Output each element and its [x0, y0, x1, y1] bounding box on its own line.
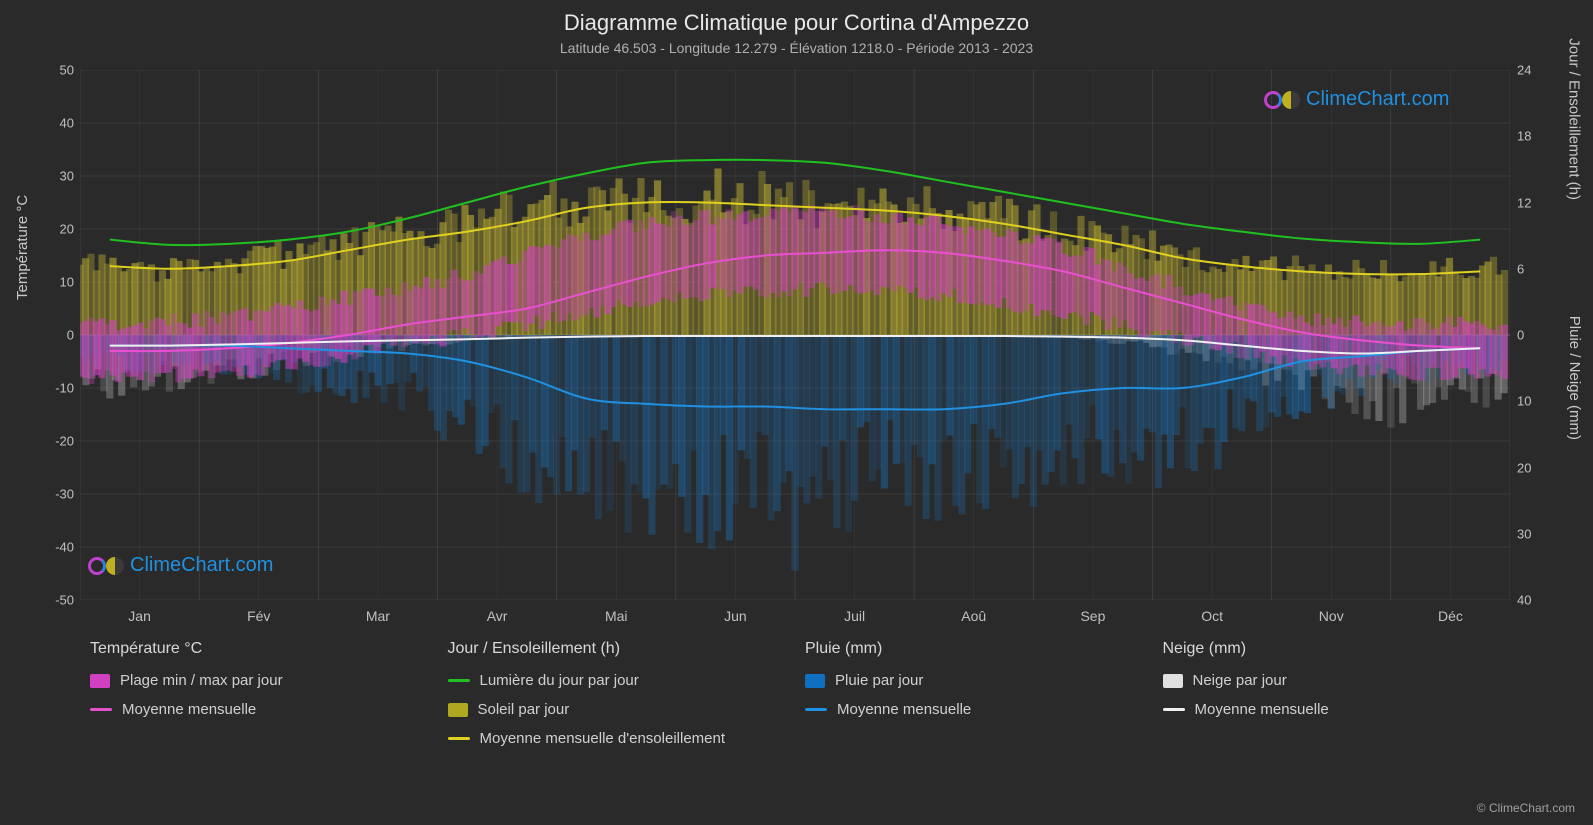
x-tick: Oct [1201, 608, 1223, 624]
y-tick-left: -40 [38, 540, 74, 555]
legend-label: Moyenne mensuelle d'ensoleillement [480, 730, 726, 747]
logo-sun-icon [1282, 91, 1300, 109]
legend-swatch [448, 703, 468, 717]
legend-swatch [1163, 708, 1185, 711]
y-tick-right: 0 [1517, 328, 1553, 343]
y-tick-right: 20 [1517, 460, 1553, 475]
logo-c-icon [1264, 91, 1282, 109]
legend-item: Moyenne mensuelle [1163, 701, 1511, 718]
chart-subtitle: Latitude 46.503 - Longitude 12.279 - Élé… [0, 36, 1593, 56]
legend-label: Moyenne mensuelle [1195, 701, 1329, 718]
plot-area [80, 70, 1510, 600]
x-tick: Nov [1319, 608, 1344, 624]
legend-item: Plage min / max par jour [90, 672, 438, 689]
y-ticks-left: 50403020100-10-20-30-40-50 [38, 70, 74, 600]
y-tick-left: 20 [38, 222, 74, 237]
legend-swatch [805, 708, 827, 711]
x-tick: Juil [844, 608, 865, 624]
legend-item: Lumière du jour par jour [448, 672, 796, 689]
watermark-text: ClimeChart.com [130, 554, 273, 577]
legend-swatch [90, 708, 112, 711]
y-axis-right-top-label: Jour / Ensoleillement (h) [1566, 38, 1583, 200]
legend-item: Moyenne mensuelle [90, 701, 438, 718]
legend-column: Jour / Ensoleillement (h) Lumière du jour… [438, 640, 796, 800]
x-tick: Mar [366, 608, 390, 624]
y-ticks-right: 2418126010203040 [1517, 70, 1553, 600]
y-tick-left: -20 [38, 434, 74, 449]
y-tick-right: 30 [1517, 526, 1553, 541]
watermark: ClimeChart.com [1264, 88, 1449, 111]
legend-swatch [1163, 674, 1183, 688]
y-tick-right: 12 [1517, 195, 1553, 210]
legend-label: Moyenne mensuelle [122, 701, 256, 718]
legend-swatch [805, 674, 825, 688]
y-tick-left: -30 [38, 487, 74, 502]
legend-label: Moyenne mensuelle [837, 701, 971, 718]
x-tick: Déc [1438, 608, 1463, 624]
y-tick-left: -10 [38, 381, 74, 396]
legend: Température °C Plage min / max par jour Mo… [80, 640, 1510, 800]
x-tick: Jun [724, 608, 747, 624]
x-tick: Jan [128, 608, 151, 624]
legend-label: Neige par jour [1193, 672, 1287, 689]
x-tick: Sep [1080, 608, 1105, 624]
y-tick-left: 0 [38, 328, 74, 343]
legend-item: Moyenne mensuelle d'ensoleillement [448, 730, 796, 747]
y-tick-right: 18 [1517, 129, 1553, 144]
watermark-text: ClimeChart.com [1306, 88, 1449, 111]
logo-sun-icon [106, 557, 124, 575]
y-tick-left: 30 [38, 169, 74, 184]
y-tick-left: 50 [38, 63, 74, 78]
legend-item: Pluie par jour [805, 672, 1153, 689]
x-tick: Mai [605, 608, 628, 624]
chart-svg [80, 70, 1510, 600]
y-tick-right: 6 [1517, 261, 1553, 276]
y-axis-left-label: Température °C [14, 195, 31, 300]
legend-label: Lumière du jour par jour [480, 672, 639, 689]
legend-header: Pluie (mm) [805, 640, 1153, 658]
copyright: © ClimeChart.com [1477, 801, 1575, 815]
y-tick-left: 10 [38, 275, 74, 290]
legend-item: Soleil par jour [448, 701, 796, 718]
legend-header: Jour / Ensoleillement (h) [448, 640, 796, 658]
legend-label: Soleil par jour [478, 701, 570, 718]
y-tick-right: 40 [1517, 593, 1553, 608]
x-tick: Aoû [961, 608, 986, 624]
y-axis-right-bottom-label: Pluie / Neige (mm) [1566, 316, 1583, 440]
legend-item: Moyenne mensuelle [805, 701, 1153, 718]
legend-swatch [448, 737, 470, 740]
legend-header: Température °C [90, 640, 438, 658]
logo-c-icon [88, 557, 106, 575]
chart-title: Diagramme Climatique pour Cortina d'Ampe… [0, 0, 1593, 36]
legend-item: Neige par jour [1163, 672, 1511, 689]
legend-header: Neige (mm) [1163, 640, 1511, 658]
x-ticks: Jan Fév Mar Avr Mai Jun Juil Aoû Sep Oct Nov Déc [80, 608, 1510, 628]
legend-label: Pluie par jour [835, 672, 923, 689]
y-tick-left: -50 [38, 593, 74, 608]
y-tick-right: 24 [1517, 63, 1553, 78]
legend-swatch [448, 679, 470, 682]
y-tick-right: 10 [1517, 394, 1553, 409]
legend-column: Température °C Plage min / max par jour Mo… [80, 640, 438, 800]
watermark: ClimeChart.com [88, 554, 273, 577]
x-tick: Fév [247, 608, 270, 624]
y-tick-left: 40 [38, 116, 74, 131]
legend-column: Neige (mm) Neige par jour Moyenne mensuell… [1153, 640, 1511, 800]
legend-swatch [90, 674, 110, 688]
legend-column: Pluie (mm) Pluie par jour Moyenne mensuell… [795, 640, 1153, 800]
x-tick: Avr [487, 608, 508, 624]
legend-label: Plage min / max par jour [120, 672, 283, 689]
